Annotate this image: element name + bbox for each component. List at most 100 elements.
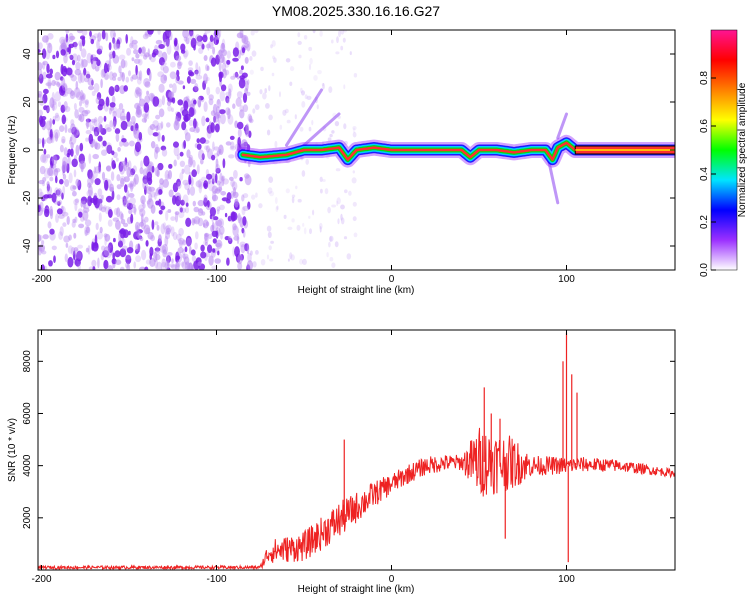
noise-blob [144,216,149,223]
noise-blob [79,95,85,101]
noise-blob [97,135,103,142]
noise-blob [188,60,193,66]
noise-blob [139,46,145,57]
noise-blob [92,120,95,126]
noise-blob [169,71,177,80]
noise-blob [165,227,171,235]
noise-blob [209,34,214,43]
noise-blob [110,171,115,182]
noise-blob [69,90,76,100]
noise-blob [133,174,139,185]
noise-blob [193,216,201,225]
noise-blob [157,162,164,171]
noise-blob [70,142,74,150]
noise-blob [271,72,275,77]
noise-blob [188,154,194,166]
noise-blob [200,244,205,252]
noise-blob [139,167,144,175]
noise-blob [64,124,68,134]
noise-blob [185,217,192,227]
noise-blob [171,226,175,237]
noise-blob [235,97,242,107]
noise-blob [188,178,192,185]
noise-blob [291,196,295,204]
x-tick-label: 0 [389,274,395,285]
noise-blob [154,149,158,160]
noise-blob [124,60,128,68]
noise-blob [114,84,120,93]
noise-blob [331,262,336,269]
noise-blob [244,56,249,64]
noise-blob [227,114,234,125]
noise-blob [110,30,116,39]
noise-blob [38,42,43,50]
noise-blob [116,184,122,190]
noise-blob [336,200,339,206]
noise-blob [346,253,352,260]
noise-blob [131,39,138,45]
noise-blob [283,214,287,219]
noise-blob [246,260,254,270]
colorbar-gradient [710,29,738,271]
snr-series [38,332,675,570]
noise-blob [331,130,335,134]
noise-blob [251,194,256,200]
noise-blob [239,109,245,119]
noise-blob [232,225,239,237]
noise-blob [208,180,215,192]
x-tick-label: -100 [206,574,226,585]
noise-blob [118,65,122,74]
noise-blob [268,85,271,92]
noise-blob [38,115,44,125]
noise-blob [80,200,84,208]
noise-blob [123,85,128,92]
noise-blob [85,247,89,253]
noise-blob [228,154,235,159]
noise-blob [62,166,65,176]
noise-blob [75,61,81,71]
noise-blob [108,42,112,51]
noise-blob [96,59,101,67]
noise-blob [112,120,116,130]
noise-blob [305,158,310,165]
noise-blob [70,90,75,97]
noise-blob [54,132,59,142]
noise-blob [96,92,102,100]
noise-blob [84,100,89,108]
noise-blob [312,30,316,34]
noise-blob [113,38,116,49]
noise-blob [197,217,204,227]
noise-blob [177,61,182,70]
noise-blob [121,238,126,245]
noise-blob [328,241,331,248]
noise-blob [58,231,63,240]
noise-blob [353,73,358,78]
noise-blob [43,194,50,199]
noise-blob [176,69,180,77]
noise-blob [74,202,78,211]
noise-blob [303,227,307,235]
noise-blob [289,81,293,87]
noise-blob [212,216,219,221]
noise-blob [95,222,99,231]
noise-blob [246,144,251,152]
noise-blob [224,212,228,218]
noise-blob [114,128,121,135]
noise-blob [137,231,141,240]
noise-blob [126,166,132,178]
noise-blob [158,189,163,195]
noise-blob [126,247,134,254]
noise-blob [46,106,50,113]
noise-blob [237,128,242,138]
noise-blob [38,234,42,243]
noise-blob [182,239,187,246]
noise-blob [46,181,50,187]
noise-blob [127,160,132,171]
noise-blob [196,40,203,47]
noise-blob [149,124,156,130]
noise-blob [219,204,225,211]
noise-blob [202,219,209,229]
noise-blob [126,190,130,199]
noise-blob [200,251,207,259]
